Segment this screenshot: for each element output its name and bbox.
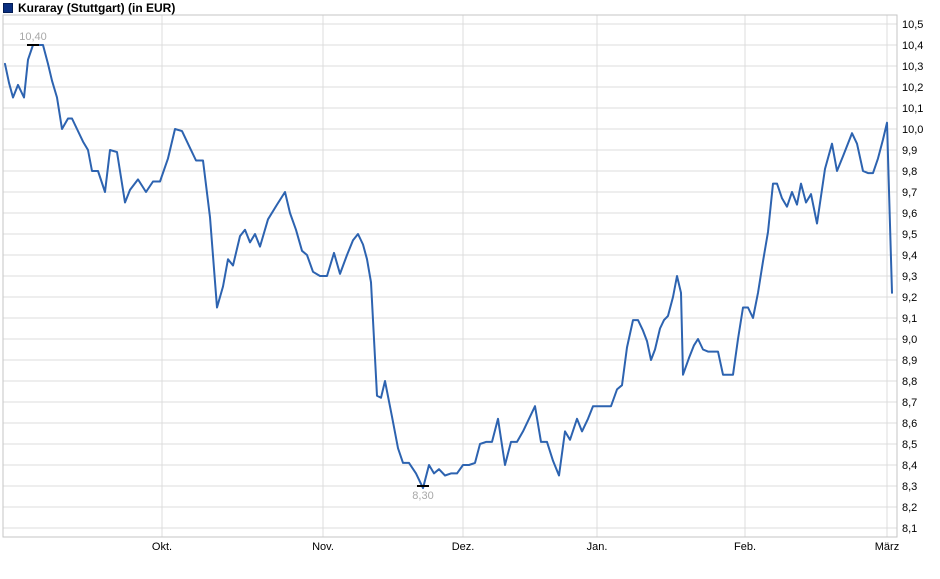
y-axis-label: 9,4 (902, 250, 917, 262)
y-axis-label: 8,1 (902, 523, 917, 535)
low-label: 8,30 (412, 490, 433, 502)
y-axis-label: 8,9 (902, 355, 917, 367)
x-axis-label: Okt. (152, 541, 172, 553)
chart-header: Kuraray (Stuttgart) (in EUR) (3, 0, 176, 15)
y-axis-label: 8,6 (902, 418, 917, 430)
x-axis-label: Jan. (587, 541, 608, 553)
y-axis-label: 9,0 (902, 334, 917, 346)
y-axis-label: 10,5 (902, 19, 923, 31)
y-axis-label: 10,0 (902, 124, 923, 136)
chart-title: Kuraray (Stuttgart) (in EUR) (18, 0, 176, 15)
y-axis-label: 9,9 (902, 145, 917, 157)
y-axis-label: 9,3 (902, 271, 917, 283)
x-axis-label: März (875, 541, 899, 553)
price-line (4, 44, 893, 490)
y-axis-label: 9,1 (902, 313, 917, 325)
y-axis-label: 8,5 (902, 439, 917, 451)
y-axis-label: 9,6 (902, 208, 917, 220)
x-axis-label: Nov. (312, 541, 334, 553)
y-axis-label: 8,2 (902, 502, 917, 514)
y-axis-label: 9,5 (902, 229, 917, 241)
y-axis-label: 9,8 (902, 166, 917, 178)
y-axis-label: 10,1 (902, 103, 923, 115)
legend-swatch-icon (3, 2, 13, 13)
y-axis-label: 10,2 (902, 82, 923, 94)
x-axis-label: Dez. (452, 541, 475, 553)
x-axis-label: Feb. (734, 541, 756, 553)
y-axis-label: 10,4 (902, 40, 923, 52)
y-axis-label: 8,4 (902, 460, 917, 472)
y-axis-label: 10,3 (902, 61, 923, 73)
y-axis-label: 8,7 (902, 397, 917, 409)
y-axis-label: 8,8 (902, 376, 917, 388)
high-label: 10,40 (19, 31, 47, 43)
y-axis-label: 9,2 (902, 292, 917, 304)
y-axis-label: 8,3 (902, 481, 917, 493)
plot-border (2, 14, 898, 538)
y-axis-label: 9,7 (902, 187, 917, 199)
